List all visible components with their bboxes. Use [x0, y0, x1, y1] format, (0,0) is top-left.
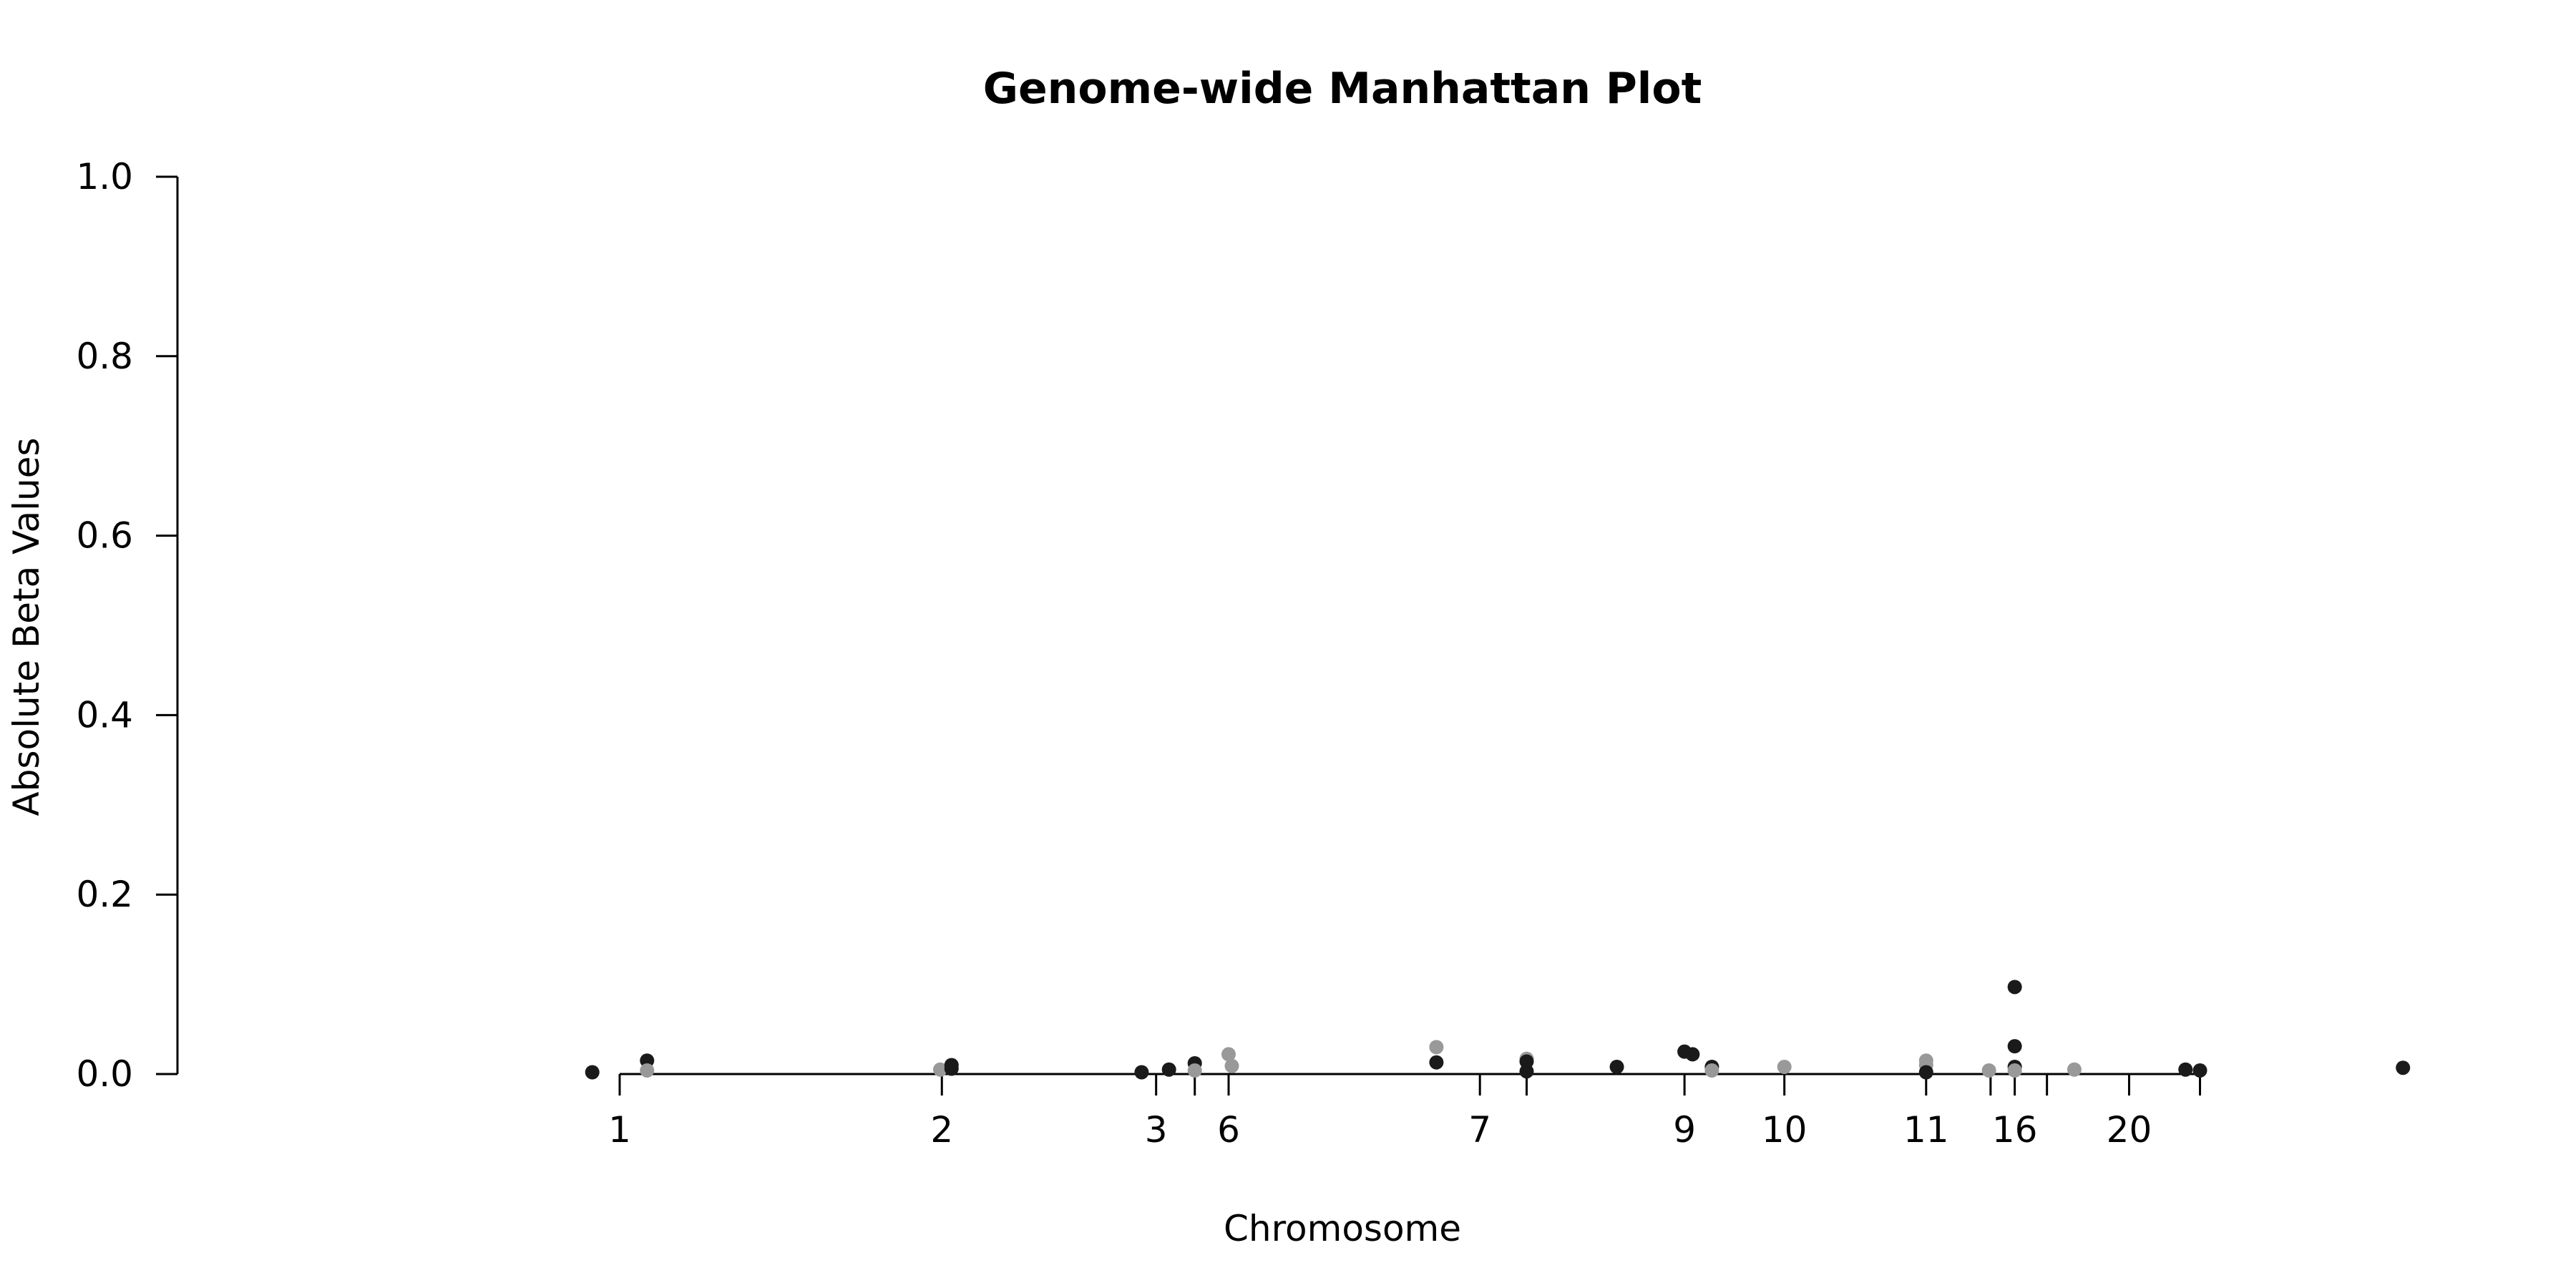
- data-point: [1685, 1047, 1700, 1062]
- x-tick-label: 6: [1217, 1109, 1240, 1151]
- chart-title: Genome-wide Manhattan Plot: [983, 64, 1702, 114]
- data-point: [1519, 1064, 1534, 1079]
- y-tick-label: 0.8: [76, 336, 133, 377]
- data-point: [2178, 1062, 2193, 1077]
- y-axis-label: Absolute Beta Values: [6, 438, 47, 816]
- data-point: [944, 1061, 959, 1076]
- y-tick-label: 0.6: [76, 515, 133, 557]
- y-tick-label: 0.2: [76, 874, 133, 915]
- data-point: [2192, 1063, 2207, 1078]
- data-point: [1187, 1063, 1202, 1078]
- x-tick-label: 1: [608, 1109, 631, 1151]
- x-axis-label: Chromosome: [1224, 1208, 1461, 1249]
- x-axis: 1 2 3 6 7 9 10 11 16 20: [608, 1073, 2202, 1151]
- data-point: [933, 1062, 948, 1077]
- x-tick-label: 10: [1762, 1109, 1807, 1151]
- data-points: [585, 980, 2411, 1080]
- data-point: [1981, 1063, 1996, 1078]
- data-point: [2007, 1063, 2022, 1078]
- data-point: [1704, 1063, 1719, 1078]
- y-tick-label: 0.4: [76, 694, 133, 736]
- data-point: [585, 1065, 600, 1080]
- data-point: [640, 1053, 655, 1068]
- data-point: [2007, 980, 2022, 995]
- data-point: [1609, 1059, 1624, 1074]
- data-point: [1918, 1065, 1933, 1080]
- y-tick-label: 1.0: [76, 156, 133, 197]
- data-point: [1221, 1047, 1236, 1062]
- x-tick-label: 9: [1673, 1109, 1696, 1151]
- data-point: [2007, 1039, 2022, 1054]
- data-point: [1161, 1062, 1176, 1077]
- x-tick-label: 20: [2107, 1109, 2152, 1151]
- data-point: [1777, 1059, 1792, 1074]
- x-tick-label: 11: [1903, 1109, 1949, 1151]
- x-tick-label: 16: [1992, 1109, 2038, 1151]
- x-tick-label: 7: [1468, 1109, 1491, 1151]
- data-point: [1519, 1054, 1534, 1069]
- data-point: [1134, 1065, 1149, 1080]
- x-tick-label: 2: [930, 1109, 953, 1151]
- data-point: [1429, 1040, 1444, 1055]
- data-point: [2067, 1062, 2082, 1077]
- data-point: [640, 1063, 655, 1078]
- data-point: [1224, 1058, 1239, 1073]
- data-point: [1429, 1055, 1444, 1070]
- y-tick-label: 0.0: [76, 1053, 133, 1095]
- x-tick-label: 3: [1145, 1109, 1168, 1151]
- y-axis: 0.0 0.2 0.4 0.6 0.8 1.0: [76, 156, 179, 1095]
- data-point: [2396, 1060, 2411, 1075]
